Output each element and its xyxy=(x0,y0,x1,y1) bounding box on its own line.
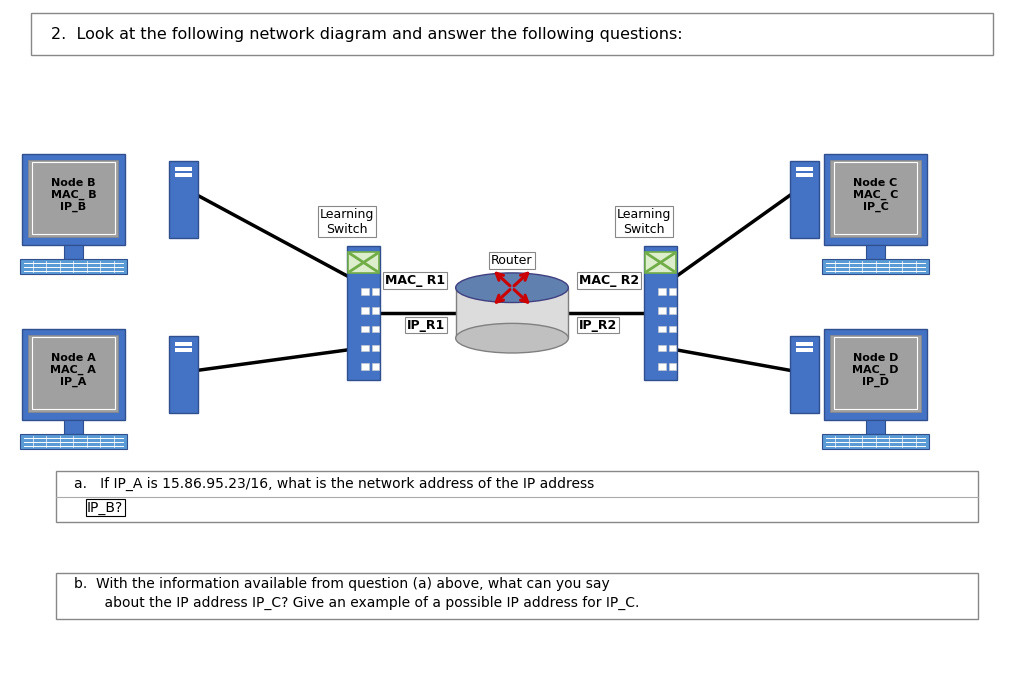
Bar xyxy=(361,326,369,332)
Bar xyxy=(29,160,119,236)
Bar xyxy=(65,244,83,259)
Bar xyxy=(372,345,379,351)
Bar xyxy=(866,244,885,259)
Bar xyxy=(790,161,818,238)
Bar xyxy=(669,363,676,370)
Bar xyxy=(372,326,379,332)
Bar xyxy=(796,167,813,171)
Bar xyxy=(821,259,930,275)
Bar xyxy=(169,336,198,413)
Bar xyxy=(658,363,666,370)
Text: Node C
MAC_ C
IP_C: Node C MAC_ C IP_C xyxy=(853,178,898,212)
Bar xyxy=(372,363,379,370)
Bar xyxy=(830,160,921,236)
Bar xyxy=(169,161,198,238)
Bar xyxy=(372,307,379,314)
Bar xyxy=(29,335,119,411)
Text: Node A
MAC_ A
IP_A: Node A MAC_ A IP_A xyxy=(50,353,96,387)
Ellipse shape xyxy=(456,273,568,303)
Bar xyxy=(796,174,813,178)
Bar xyxy=(821,435,930,450)
Bar xyxy=(23,153,125,245)
Text: IP_R2: IP_R2 xyxy=(579,318,616,332)
Bar xyxy=(669,288,676,295)
Bar xyxy=(56,573,978,619)
Bar xyxy=(830,335,921,411)
Bar xyxy=(824,329,927,420)
Text: MAC_ R1: MAC_ R1 xyxy=(385,274,445,287)
Text: a.   If IP_A is 15.86.95.23/16, what is the network address of the IP address: a. If IP_A is 15.86.95.23/16, what is th… xyxy=(74,476,594,491)
Text: Learning
Switch: Learning Switch xyxy=(319,207,375,236)
Text: Learning
Switch: Learning Switch xyxy=(616,207,672,236)
Bar xyxy=(65,420,83,435)
Bar xyxy=(834,162,916,234)
Bar xyxy=(19,435,127,450)
Bar xyxy=(31,13,993,55)
Bar xyxy=(645,252,676,273)
Bar xyxy=(361,288,369,295)
Bar xyxy=(56,471,978,522)
Bar xyxy=(175,174,191,178)
Bar xyxy=(796,349,813,353)
Bar xyxy=(361,307,369,314)
Bar xyxy=(796,342,813,346)
Bar xyxy=(19,259,127,275)
Bar xyxy=(175,349,191,353)
Bar xyxy=(669,307,676,314)
Text: Node B
MAC_ B
IP_B: Node B MAC_ B IP_B xyxy=(50,178,96,212)
Text: Router: Router xyxy=(492,254,532,267)
Bar xyxy=(32,337,115,409)
Text: IP_B?: IP_B? xyxy=(87,501,123,515)
Bar xyxy=(175,342,191,346)
Polygon shape xyxy=(456,288,568,338)
Bar xyxy=(361,363,369,370)
Bar xyxy=(372,288,379,295)
Bar xyxy=(658,288,666,295)
Text: b.  With the information available from question (a) above, what can you say: b. With the information available from q… xyxy=(74,577,609,592)
Text: 2.  Look at the following network diagram and answer the following questions:: 2. Look at the following network diagram… xyxy=(51,27,683,42)
Bar xyxy=(790,336,818,413)
Text: IP_R1: IP_R1 xyxy=(408,318,445,332)
Bar xyxy=(348,252,379,273)
Bar xyxy=(669,345,676,351)
Bar xyxy=(23,329,125,420)
Bar xyxy=(361,345,369,351)
Bar xyxy=(658,307,666,314)
Text: MAC_ R2: MAC_ R2 xyxy=(579,274,639,287)
Text: about the IP address IP_C? Give an example of a possible IP address for IP_C.: about the IP address IP_C? Give an examp… xyxy=(87,596,639,610)
Text: Node D
MAC_ D
IP_D: Node D MAC_ D IP_D xyxy=(852,353,899,387)
Bar xyxy=(658,326,666,332)
Ellipse shape xyxy=(456,323,568,353)
Bar xyxy=(834,337,916,409)
Bar xyxy=(658,345,666,351)
Bar xyxy=(644,246,677,380)
Bar xyxy=(347,246,380,380)
Bar xyxy=(824,153,927,245)
Bar xyxy=(32,162,115,234)
Bar xyxy=(866,420,885,435)
Bar xyxy=(669,326,676,332)
Bar xyxy=(175,167,191,171)
